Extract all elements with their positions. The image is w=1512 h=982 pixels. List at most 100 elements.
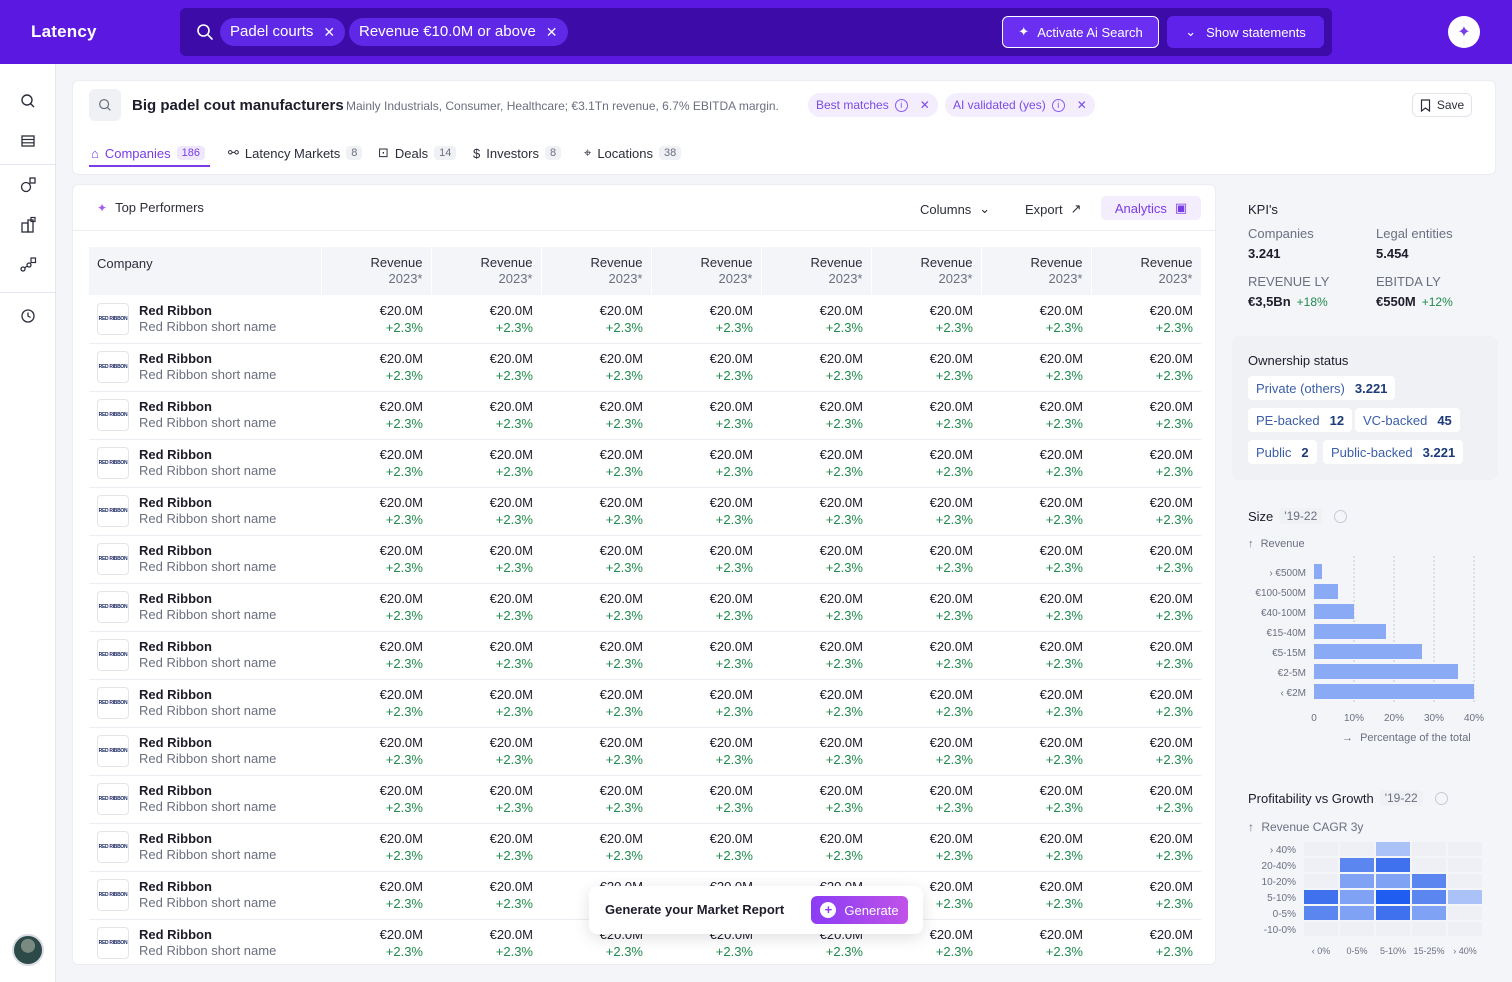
heatmap-cell[interactable] <box>1412 874 1446 888</box>
heatmap-cell[interactable] <box>1340 858 1374 872</box>
tab-companies[interactable]: ⌂ Companies 186 <box>91 139 205 167</box>
size-bar[interactable] <box>1314 604 1354 619</box>
company-cell[interactable]: RED RIBBON Red Ribbon Red Ribbon short nam… <box>89 919 321 964</box>
clock-icon[interactable] <box>19 307 37 325</box>
heatmap-cell[interactable] <box>1412 922 1446 936</box>
heatmap-cell[interactable] <box>1340 890 1374 904</box>
company-cell[interactable]: RED RIBBON Red Ribbon Red Ribbon short nam… <box>89 775 321 824</box>
column-header-revenue[interactable]: Revenue 2023* <box>1091 247 1202 295</box>
building-icon[interactable] <box>19 216 37 234</box>
company-cell[interactable]: RED RIBBON Red Ribbon Red Ribbon short nam… <box>89 871 321 920</box>
size-bar[interactable] <box>1314 664 1458 679</box>
column-header-revenue[interactable]: Revenue 2023* <box>651 247 762 295</box>
export-button[interactable]: Export ↗ <box>1025 201 1082 217</box>
generate-button[interactable]: + Generate <box>811 896 908 924</box>
info-icon[interactable] <box>1434 791 1448 805</box>
table-row[interactable]: RED RIBBON Red Ribbon Red Ribbon short nam… <box>89 391 1201 440</box>
column-header-revenue[interactable]: Revenue 2023* <box>541 247 652 295</box>
table-row[interactable]: RED RIBBON Red Ribbon Red Ribbon short nam… <box>89 535 1201 584</box>
company-cell[interactable]: RED RIBBON Red Ribbon Red Ribbon short nam… <box>89 343 321 392</box>
size-bar[interactable] <box>1314 624 1386 639</box>
heatmap-cell[interactable] <box>1304 890 1338 904</box>
column-header-revenue[interactable]: Revenue 2023* <box>981 247 1092 295</box>
info-icon[interactable] <box>1334 509 1348 523</box>
ownership-tag-private[interactable]: Private (others) 3.221 <box>1248 376 1396 400</box>
info-icon[interactable]: i <box>1051 98 1065 112</box>
activate-ai-search-button[interactable]: ✦ Activate Ai Search <box>1002 16 1159 48</box>
heatmap-cell[interactable] <box>1448 874 1482 888</box>
list-icon[interactable] <box>19 132 37 150</box>
app-logo[interactable]: Latency <box>31 22 97 41</box>
heatmap-cell[interactable] <box>1340 842 1374 856</box>
table-row[interactable]: RED RIBBON Red Ribbon Red Ribbon short nam… <box>89 295 1201 344</box>
heatmap-cell[interactable] <box>1376 874 1410 888</box>
column-header-revenue[interactable]: Revenue 2023* <box>761 247 872 295</box>
company-cell[interactable]: RED RIBBON Red Ribbon Red Ribbon short nam… <box>89 295 321 344</box>
ai-assistant-button[interactable]: ✦ <box>1448 16 1480 48</box>
column-header-revenue[interactable]: Revenue 2023* <box>871 247 982 295</box>
tab-deals[interactable]: ⊡ Deals 14 <box>378 139 457 167</box>
network-icon[interactable] <box>19 256 37 274</box>
top-performers-button[interactable]: ✦ Top Performers <box>97 200 204 215</box>
ownership-tag-pe-backed[interactable]: PE-backed 12 <box>1248 408 1353 432</box>
close-icon[interactable]: ✕ <box>919 98 930 112</box>
company-cell[interactable]: RED RIBBON Red Ribbon Red Ribbon short nam… <box>89 631 321 680</box>
columns-button[interactable]: Columns ⌄ <box>920 201 991 217</box>
company-cell[interactable]: RED RIBBON Red Ribbon Red Ribbon short nam… <box>89 439 321 488</box>
heatmap-cell[interactable] <box>1304 922 1338 936</box>
size-bar[interactable] <box>1314 564 1322 579</box>
analytics-button[interactable]: Analytics ▣ <box>1101 196 1201 220</box>
company-cell[interactable]: RED RIBBON Red Ribbon Red Ribbon short nam… <box>89 391 321 440</box>
heatmap-cell[interactable] <box>1412 842 1446 856</box>
tab-locations[interactable]: ⌖ Locations 38 <box>584 139 682 167</box>
table-row[interactable]: RED RIBBON Red Ribbon Red Ribbon short nam… <box>89 487 1201 536</box>
best-matches-pill[interactable]: Best matches i ✕ <box>808 93 938 117</box>
heatmap-cell[interactable] <box>1340 922 1374 936</box>
heatmap-cell[interactable] <box>1448 890 1482 904</box>
company-cell[interactable]: RED RIBBON Red Ribbon Red Ribbon short nam… <box>89 583 321 632</box>
close-icon[interactable]: ✕ <box>545 24 558 40</box>
ownership-tag-public[interactable]: Public 2 <box>1248 440 1317 464</box>
filter-chip-padel-courts[interactable]: Padel courts ✕ <box>220 18 346 46</box>
search-icon[interactable] <box>19 92 37 110</box>
heatmap-cell[interactable] <box>1376 890 1410 904</box>
search-bar[interactable]: Padel courts ✕ Revenue €10.0M or above ✕… <box>180 8 1332 56</box>
column-header-company[interactable]: Company <box>89 247 322 295</box>
heatmap-cell[interactable] <box>1448 906 1482 920</box>
heatmap-cell[interactable] <box>1304 874 1338 888</box>
column-header-revenue[interactable]: Revenue 2023* <box>431 247 542 295</box>
column-header-revenue[interactable]: Revenue 2023* <box>321 247 432 295</box>
show-statements-button[interactable]: ⌄ Show statements <box>1167 16 1324 48</box>
table-row[interactable]: RED RIBBON Red Ribbon Red Ribbon short nam… <box>89 439 1201 488</box>
ownership-tag-public-backed[interactable]: Public-backed 3.221 <box>1323 440 1464 464</box>
heatmap-cell[interactable] <box>1304 906 1338 920</box>
close-icon[interactable]: ✕ <box>323 24 336 40</box>
search-button[interactable] <box>89 89 121 121</box>
ai-validated-pill[interactable]: AI validated (yes) i ✕ <box>945 93 1095 117</box>
tab-latency-markets[interactable]: ⚯ Latency Markets 8 <box>228 139 363 167</box>
heatmap-cell[interactable] <box>1448 922 1482 936</box>
company-cell[interactable]: RED RIBBON Red Ribbon Red Ribbon short nam… <box>89 535 321 584</box>
heatmap-cell[interactable] <box>1376 842 1410 856</box>
heatmap-cell[interactable] <box>1304 842 1338 856</box>
heatmap-cell[interactable] <box>1412 858 1446 872</box>
heatmap-cell[interactable] <box>1412 890 1446 904</box>
company-cell[interactable]: RED RIBBON Red Ribbon Red Ribbon short nam… <box>89 487 321 536</box>
table-row[interactable]: RED RIBBON Red Ribbon Red Ribbon short nam… <box>89 343 1201 392</box>
heatmap-cell[interactable] <box>1448 842 1482 856</box>
company-cell[interactable]: RED RIBBON Red Ribbon Red Ribbon short nam… <box>89 727 321 776</box>
info-icon[interactable]: i <box>894 98 908 112</box>
ownership-tag-vc-backed[interactable]: VC-backed 45 <box>1355 408 1460 432</box>
heatmap-cell[interactable] <box>1304 858 1338 872</box>
heatmap-cell[interactable] <box>1376 906 1410 920</box>
tab-investors[interactable]: $ Investors 8 <box>473 139 562 167</box>
heatmap-cell[interactable] <box>1448 858 1482 872</box>
heatmap-cell[interactable] <box>1340 906 1374 920</box>
heatmap-cell[interactable] <box>1376 858 1410 872</box>
market-search-icon[interactable] <box>19 176 37 194</box>
save-button[interactable]: Save <box>1412 93 1472 117</box>
user-avatar[interactable] <box>12 934 44 966</box>
heatmap-cell[interactable] <box>1376 922 1410 936</box>
table-row[interactable]: RED RIBBON Red Ribbon Red Ribbon short nam… <box>89 727 1201 776</box>
size-bar[interactable] <box>1314 584 1338 599</box>
